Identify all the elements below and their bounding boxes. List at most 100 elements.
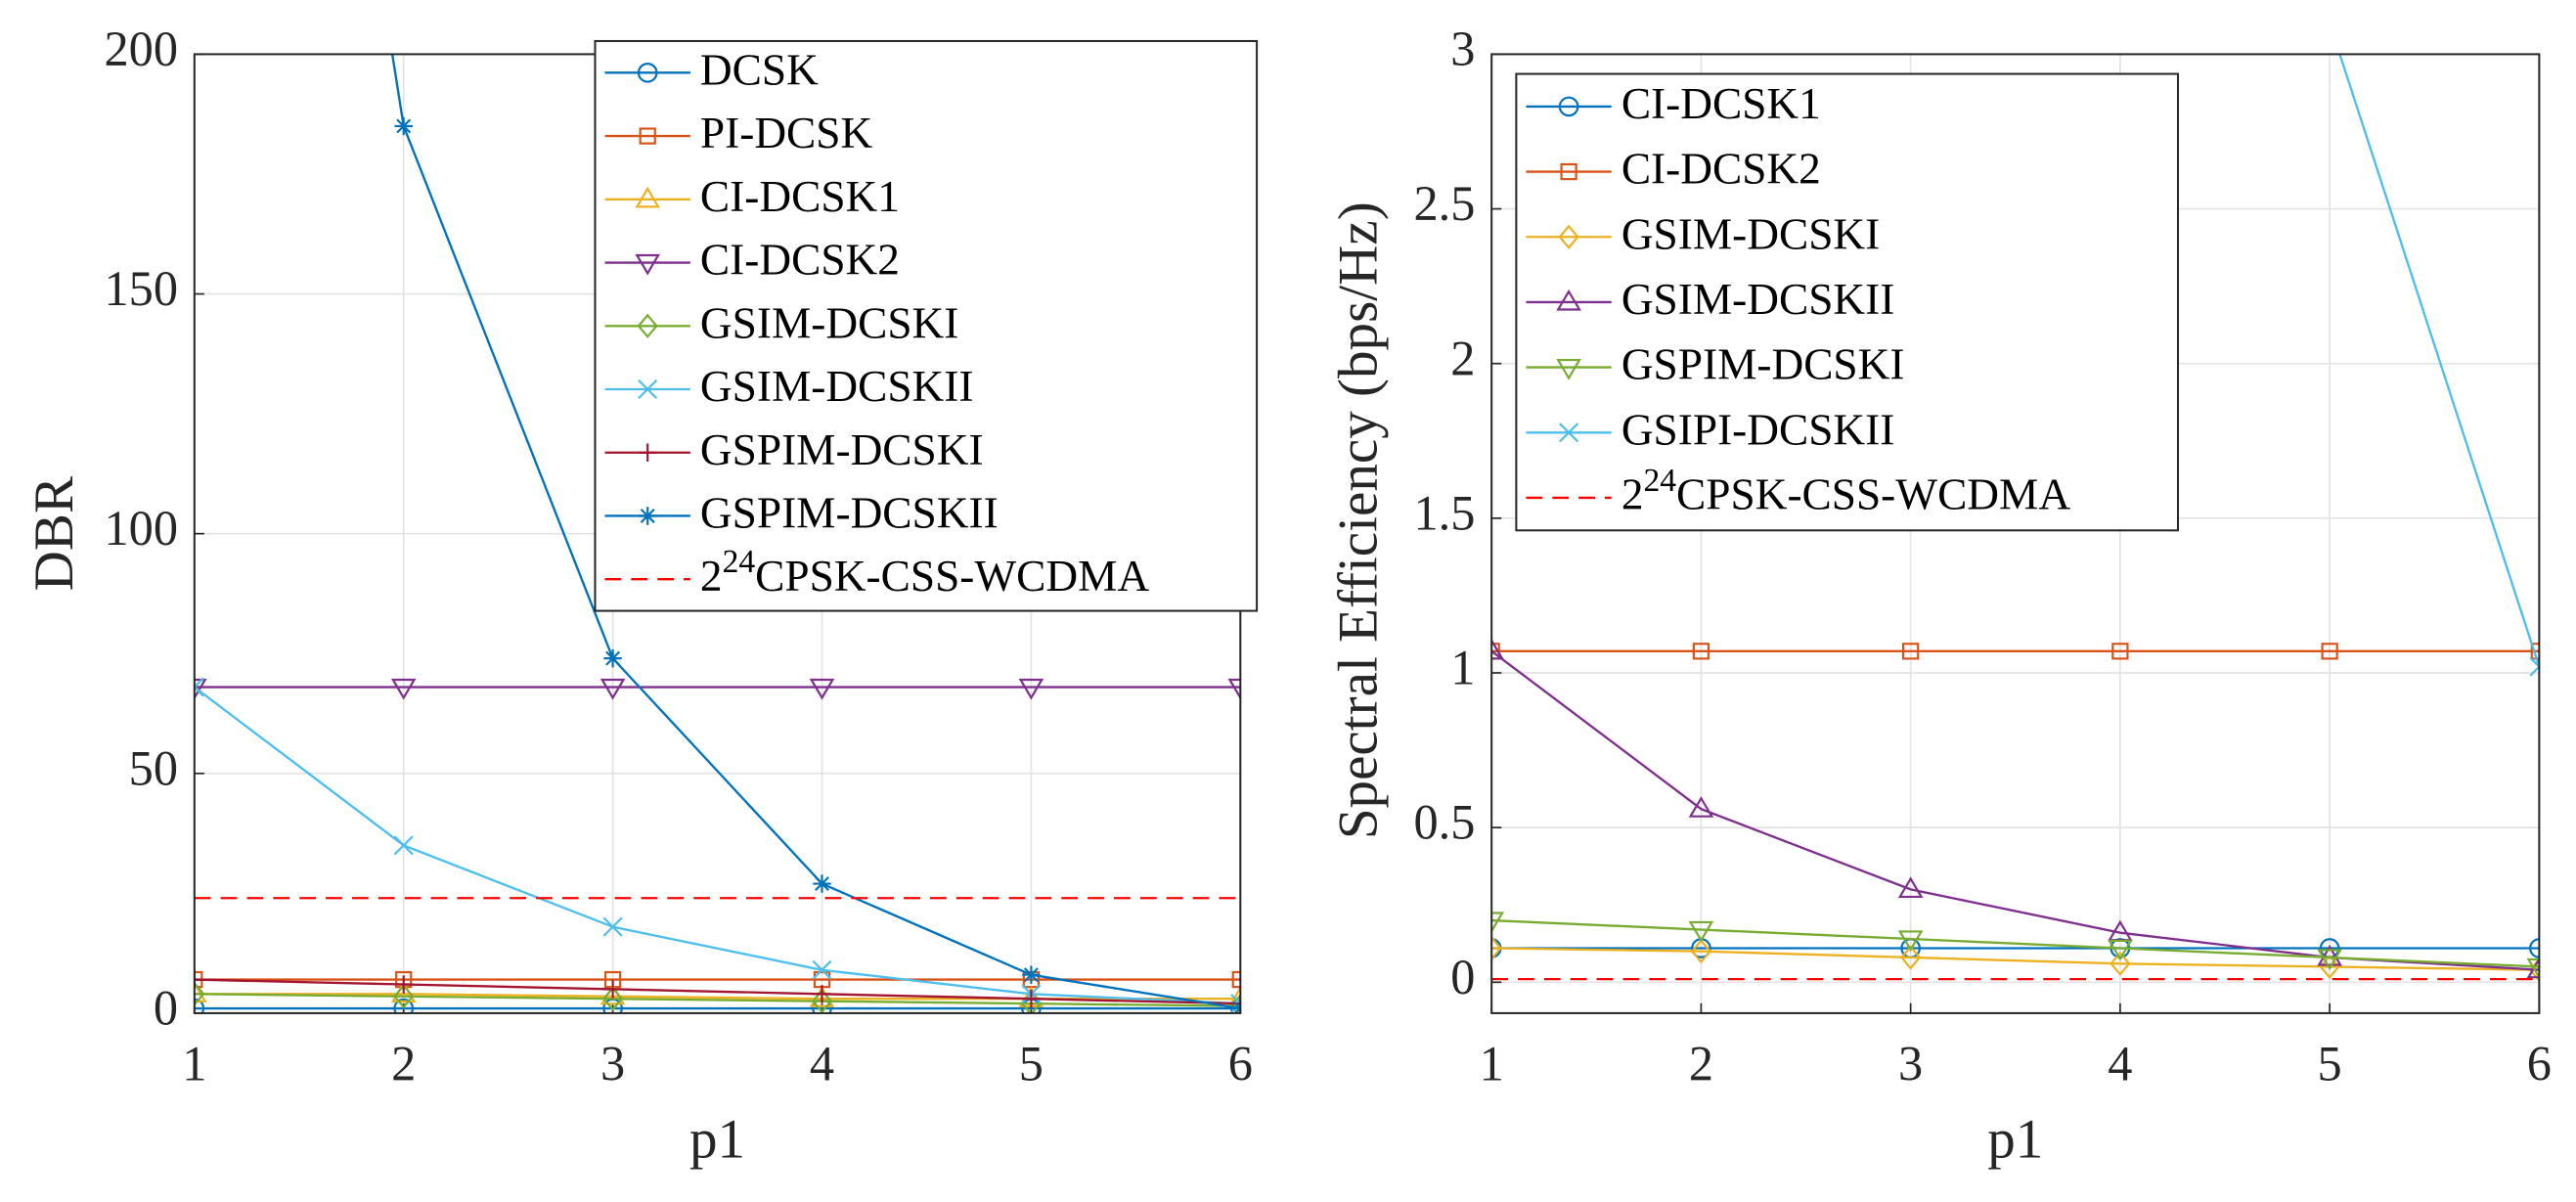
- marker: [194, 678, 207, 700]
- x-tick-label: 3: [1898, 1037, 1923, 1091]
- legend-marker: [638, 379, 658, 400]
- legend-marker: [637, 63, 658, 83]
- marker: [2110, 951, 2131, 976]
- marker: [1899, 945, 1922, 970]
- marker: [813, 874, 831, 893]
- legend-label: GSPIM-DCSKII: [700, 489, 999, 538]
- marker: [813, 985, 831, 1003]
- x-axis-label: p1: [689, 1108, 745, 1170]
- legend-label: CI-DCSK2: [700, 236, 900, 285]
- marker: [393, 835, 414, 856]
- y-tick-label: 0: [154, 980, 178, 1035]
- y-axis-label: DBR: [23, 476, 85, 591]
- y-tick-label: 1: [1450, 641, 1475, 695]
- x-tick-label: 2: [1689, 1037, 1713, 1091]
- y-tick-label: 100: [104, 501, 178, 556]
- marker: [1022, 965, 1041, 984]
- series-layer: [1491, 15, 2540, 983]
- x-tick-label: 4: [2108, 1037, 2132, 1091]
- series-line: [194, 686, 1241, 1005]
- marker: [812, 959, 832, 980]
- marker: [194, 981, 207, 1002]
- legend-label: CI-DCSK1: [1621, 79, 1821, 128]
- y-tick-label: 0: [1450, 950, 1475, 1004]
- y-tick-label: 150: [104, 261, 178, 316]
- legend-marker: [1559, 423, 1579, 443]
- legend-label: CI-DCSK2: [1621, 145, 1821, 194]
- y-tick-label: 1.5: [1413, 485, 1475, 540]
- marker: [2317, 944, 2342, 966]
- legend-label: GSIM-DCSKI: [700, 298, 958, 347]
- y-axis-label: Spectral Efficiency (bps/Hz): [1327, 201, 1389, 839]
- legend-label: GSIM-DCSKII: [1621, 275, 1895, 324]
- y-tick-label: 50: [129, 740, 178, 795]
- x-tick-label: 1: [182, 1037, 206, 1091]
- marker: [2319, 954, 2340, 980]
- series-line: [390, 54, 1241, 1010]
- marker: [1902, 643, 1920, 660]
- marker: [811, 989, 833, 1013]
- marker: [1491, 638, 1505, 660]
- marker: [1688, 920, 1714, 943]
- marker: [2321, 643, 2338, 660]
- marker: [2108, 939, 2133, 961]
- marker: [2529, 656, 2540, 677]
- axes-box: [1490, 53, 2541, 1014]
- marker: [602, 916, 623, 937]
- marker: [603, 648, 622, 668]
- marker: [1690, 939, 1712, 964]
- x-tick-label: 6: [1228, 1037, 1253, 1091]
- series-layer: [194, 54, 1241, 1013]
- marker: [194, 998, 205, 1013]
- x-tick-label: 2: [391, 1037, 416, 1091]
- legend-label: GSIM-DCSKII: [700, 362, 974, 411]
- x-tick-label: 5: [1019, 1037, 1044, 1091]
- legend-marker: [638, 443, 657, 462]
- marker: [600, 678, 626, 700]
- marker: [2317, 949, 2342, 971]
- marker: [2526, 957, 2540, 980]
- marker: [1688, 796, 1714, 818]
- marker: [194, 981, 205, 1006]
- y-tick-label: 3: [1450, 22, 1475, 76]
- legend-label: CI-DCSK1: [700, 172, 900, 221]
- x-tick-label: 3: [600, 1037, 625, 1091]
- legend-marker: [1558, 224, 1579, 249]
- legend-marker: [639, 127, 656, 145]
- legend-box: [1515, 72, 2180, 532]
- marker: [1491, 912, 1505, 934]
- legend-marker: [1556, 289, 1581, 311]
- legend-label: GSIPI-DCSKII: [1621, 405, 1895, 454]
- marker: [809, 678, 835, 700]
- x-tick-label: 6: [2527, 1037, 2552, 1091]
- legend-marker: [635, 253, 661, 276]
- marker: [2529, 938, 2540, 958]
- y-tick-label: 2: [1450, 331, 1475, 385]
- y-tick-label: 200: [104, 22, 178, 76]
- marker: [394, 975, 413, 994]
- marker: [603, 980, 622, 999]
- marker: [1231, 970, 1241, 989]
- x-tick-label: 5: [2318, 1037, 2342, 1091]
- marker: [2111, 643, 2129, 660]
- marker: [393, 998, 415, 1013]
- marker: [1018, 678, 1044, 700]
- x-tick-label: 1: [1480, 1037, 1504, 1091]
- series-line: [1491, 918, 2540, 968]
- legend-marker: [1560, 162, 1577, 181]
- marker: [1897, 930, 1924, 953]
- legend-box: [594, 39, 1259, 612]
- legend-marker: [635, 186, 661, 208]
- legend-label: GSPIM-DCSKI: [1621, 340, 1905, 389]
- series-line: [1491, 947, 2540, 971]
- marker: [2321, 15, 2338, 32]
- marker: [1227, 678, 1241, 700]
- legend-marker: [1556, 358, 1581, 380]
- series-line: [2338, 54, 2540, 668]
- x-axis-label: p1: [1987, 1108, 2043, 1170]
- series-line: [194, 993, 1241, 1007]
- series-line: [194, 978, 1241, 1005]
- marker: [393, 984, 415, 1009]
- marker: [1897, 876, 1924, 899]
